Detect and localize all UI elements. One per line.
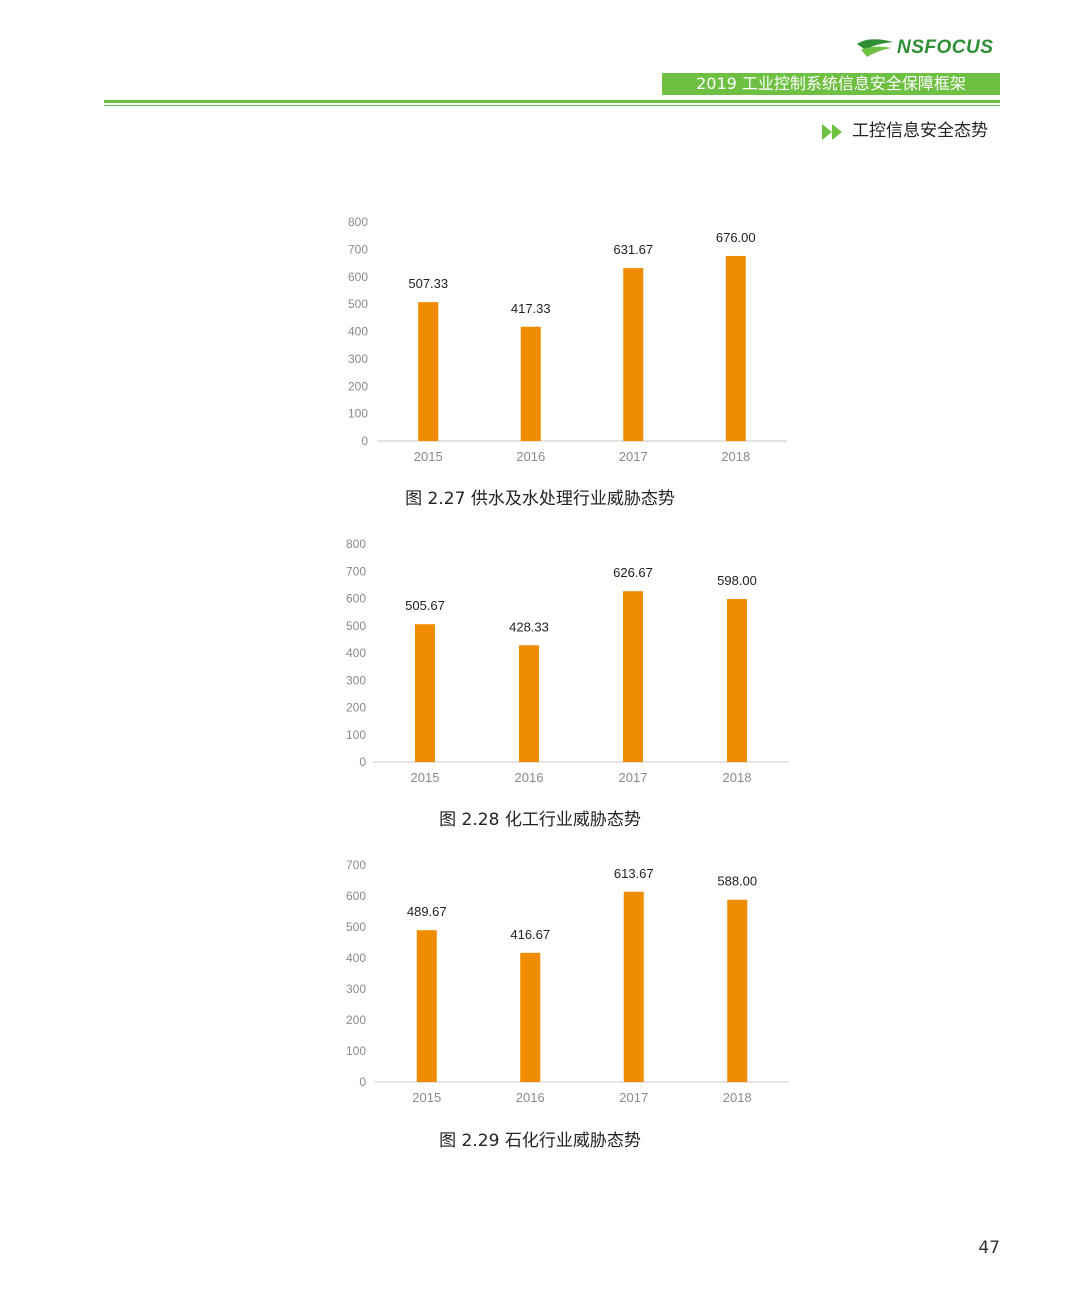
y-tick-label: 200 — [348, 379, 368, 393]
x-tick-label: 2017 — [619, 449, 648, 464]
bar-2017 — [623, 591, 643, 762]
nsfocus-wing-icon — [857, 39, 893, 57]
x-tick-label: 2016 — [515, 770, 544, 785]
x-tick-label: 2017 — [619, 1090, 648, 1105]
y-tick-label: 500 — [346, 920, 366, 934]
data-label-2018: 588.00 — [717, 874, 757, 889]
data-label-2015: 489.67 — [407, 904, 447, 919]
x-tick-label: 2018 — [721, 449, 750, 464]
x-tick-label: 2018 — [723, 770, 752, 785]
y-tick-label: 400 — [346, 646, 366, 660]
bar-2017 — [623, 268, 644, 441]
y-tick-label: 0 — [359, 1075, 366, 1089]
y-tick-label: 400 — [346, 951, 366, 965]
brand-name: NSFOCUS — [897, 37, 994, 58]
y-tick-label: 800 — [346, 537, 366, 551]
y-tick-label: 200 — [346, 1013, 366, 1027]
y-tick-label: 0 — [359, 755, 366, 769]
bar-2015 — [418, 302, 439, 441]
data-label-2017: 626.67 — [613, 565, 653, 580]
data-label-2016: 417.33 — [511, 301, 551, 316]
data-label-2015: 507.33 — [408, 276, 448, 291]
bar-2018 — [727, 899, 748, 1082]
y-tick-label: 600 — [346, 889, 366, 903]
data-label-2017: 613.67 — [614, 866, 654, 881]
section-title: 工控信息安全态势 — [852, 121, 988, 141]
y-tick-label: 700 — [346, 858, 366, 872]
y-tick-label: 300 — [348, 352, 368, 366]
x-tick-label: 2015 — [412, 1090, 441, 1105]
data-label-2016: 428.33 — [509, 619, 549, 634]
y-tick-label: 600 — [346, 592, 366, 606]
y-tick-label: 700 — [346, 564, 366, 578]
y-tick-label: 800 — [348, 215, 368, 229]
y-tick-label: 100 — [346, 1044, 366, 1058]
y-tick-label: 500 — [348, 297, 368, 311]
y-tick-label: 100 — [346, 728, 366, 742]
page-number: 47 — [978, 1238, 1000, 1258]
data-label-2018: 676.00 — [716, 230, 756, 245]
bar-2016 — [519, 645, 539, 762]
bar-2015 — [415, 624, 435, 762]
x-tick-label: 2018 — [723, 1090, 752, 1105]
y-tick-label: 500 — [346, 619, 366, 633]
data-label-2015: 505.67 — [405, 598, 445, 613]
y-tick-label: 400 — [348, 325, 368, 339]
document-title: 2019 工业控制系统信息安全保障框架 — [696, 74, 966, 93]
bar-chart-water-treatment: 0 100 200 300 400 500 600 700 800 507.33 2015 417.3… — [348, 215, 787, 464]
y-tick-label: 300 — [346, 673, 366, 687]
y-tick-label: 600 — [348, 270, 368, 284]
figure-caption-2-28: 图 2.28 化工行业威胁态势 — [439, 810, 641, 830]
x-tick-label: 2015 — [414, 449, 443, 464]
y-tick-label: 0 — [361, 434, 368, 448]
data-label-2016: 416.67 — [510, 927, 550, 942]
y-tick-label: 200 — [346, 701, 366, 715]
x-tick-label: 2016 — [516, 449, 545, 464]
nsfocus-logo: NSFOCUS — [855, 36, 1005, 62]
bar-chart-chemical: 0 100 200 300 400 500 600 700 800 505.67 2015 428.3… — [346, 537, 789, 785]
figure-caption-2-27: 图 2.27 供水及水处理行业威胁态势 — [405, 489, 675, 509]
x-tick-label: 2015 — [411, 770, 440, 785]
bar-chart-petrochemical: 0 100 200 300 400 500 600 700 489.67 2015 416.67 20… — [346, 858, 789, 1105]
bar-2017 — [623, 891, 644, 1082]
document-title-bar: 2019 工业控制系统信息安全保障框架 — [662, 73, 1000, 95]
data-label-2017: 631.67 — [613, 242, 653, 257]
bar-2018 — [725, 255, 746, 441]
x-tick-label: 2016 — [516, 1090, 545, 1105]
bar-2016 — [520, 326, 541, 441]
bar-2015 — [416, 930, 437, 1082]
double-chevron-right-icon — [822, 124, 842, 140]
bar-2018 — [727, 599, 747, 762]
x-tick-label: 2017 — [619, 770, 648, 785]
y-tick-label: 700 — [348, 242, 368, 256]
bar-2016 — [520, 952, 541, 1082]
y-tick-label: 100 — [348, 407, 368, 421]
figure-caption-2-29: 图 2.29 石化行业威胁态势 — [439, 1131, 641, 1151]
data-label-2018: 598.00 — [717, 573, 757, 588]
header-divider — [104, 100, 1000, 106]
y-tick-label: 300 — [346, 982, 366, 996]
